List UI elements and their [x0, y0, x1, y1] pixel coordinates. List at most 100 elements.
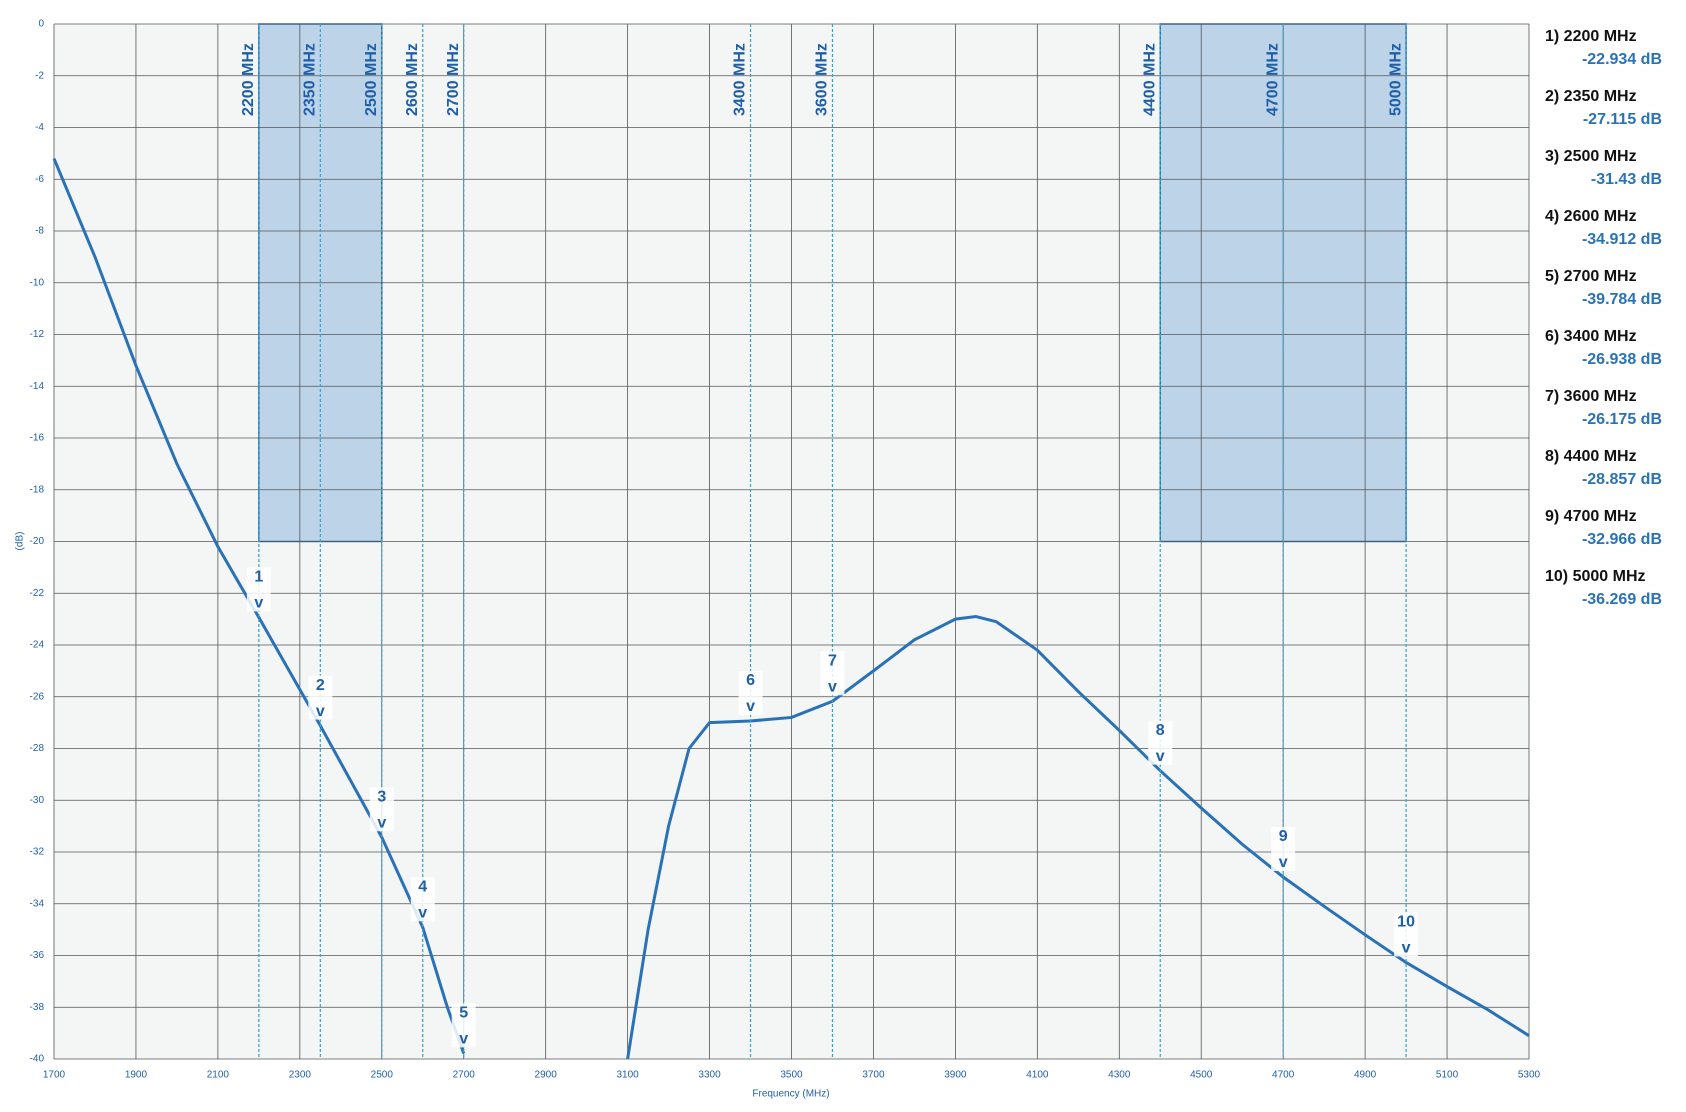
- y-tick-label: -18: [30, 484, 45, 495]
- y-tick-label: -22: [30, 588, 45, 599]
- marker-number: 3: [377, 788, 386, 805]
- x-axis-title: Frequency (MHz): [752, 1089, 829, 1100]
- marker-freq: 2200 MHz: [240, 43, 257, 116]
- y-tick-label: -20: [30, 536, 45, 547]
- marker-bg: [1271, 826, 1296, 871]
- marker-point: v: [1279, 854, 1288, 871]
- y-tick-label: -10: [30, 277, 45, 288]
- legend-entry: 3) 2500 MHz: [1545, 148, 1637, 165]
- marker-bg: [738, 671, 763, 716]
- marker-bg: [308, 675, 333, 720]
- y-tick-label: -24: [30, 640, 45, 651]
- marker-freq: 3600 MHz: [814, 43, 831, 116]
- marker-number: 4: [418, 879, 427, 896]
- marker-point: v: [254, 595, 263, 612]
- y-tick-label: -12: [30, 329, 45, 340]
- legend-value: -28.857 dB: [1582, 471, 1662, 488]
- x-tick-label: 2700: [453, 1070, 476, 1081]
- x-tick-label: 3100: [616, 1070, 639, 1081]
- legend-entry: 7) 3600 MHz: [1545, 388, 1637, 405]
- x-tick-label: 2500: [371, 1070, 394, 1081]
- y-tick-label: -16: [30, 433, 45, 444]
- marker-number: 7: [828, 652, 837, 669]
- marker-point: v: [746, 698, 755, 715]
- x-tick-label: 2900: [535, 1070, 558, 1081]
- legend-value: -26.938 dB: [1582, 351, 1662, 368]
- y-tick-label: -4: [35, 122, 44, 133]
- legend-entry: 2) 2350 MHz: [1545, 88, 1637, 105]
- marker-freq: 2700 MHz: [445, 43, 462, 116]
- marker-number: 10: [1397, 914, 1415, 931]
- marker-freq: 5000 MHz: [1387, 43, 1404, 116]
- marker-freq: 2350 MHz: [302, 43, 319, 116]
- marker-point: v: [1402, 940, 1411, 957]
- legend-value: -26.175 dB: [1582, 411, 1662, 428]
- marker-number: 2: [316, 677, 325, 694]
- x-tick-label: 4300: [1108, 1070, 1131, 1081]
- x-tick-label: 4900: [1354, 1070, 1377, 1081]
- y-tick-label: -8: [35, 226, 44, 237]
- legend-value: -39.784 dB: [1582, 291, 1662, 308]
- marker-bg: [1148, 720, 1173, 765]
- curve: [52, 157, 1530, 1060]
- marker-freq: 4700 MHz: [1264, 43, 1281, 116]
- marker-bg: [451, 1003, 476, 1048]
- legend-entry: 1) 2200 MHz: [1545, 28, 1637, 45]
- legend-entry: 10) 5000 MHz: [1545, 568, 1646, 585]
- x-tick-label: 1900: [125, 1070, 148, 1081]
- marker-number: 8: [1156, 722, 1165, 739]
- marker-point: v: [828, 678, 837, 695]
- x-tick-label: 3700: [862, 1070, 885, 1081]
- marker-number: 9: [1279, 828, 1288, 845]
- marker-point: v: [1156, 748, 1165, 765]
- x-tick-label: 4100: [1026, 1070, 1049, 1081]
- y-tick-label: -40: [30, 1054, 45, 1065]
- legend-entry: 6) 3400 MHz: [1545, 328, 1637, 345]
- marker-bg: [410, 877, 435, 922]
- marker-freq: 4400 MHz: [1141, 43, 1158, 116]
- x-tick-label: 3300: [698, 1070, 721, 1081]
- legend-value: -27.115 dB: [1583, 111, 1662, 128]
- marker-freq: 2500 MHz: [363, 43, 380, 116]
- legend-entry: 5) 2700 MHz: [1545, 268, 1637, 285]
- y-tick-label: -6: [35, 174, 44, 185]
- legend-value: -34.912 dB: [1582, 231, 1662, 248]
- marker-point: v: [316, 703, 325, 720]
- marker-point: v: [459, 1031, 468, 1048]
- y-tick-label: -34: [30, 898, 45, 909]
- legend-entry: 8) 4400 MHz: [1545, 448, 1637, 465]
- y-tick-label: -30: [30, 795, 45, 806]
- x-tick-label: 1700: [43, 1070, 66, 1081]
- y-tick-label: -26: [30, 691, 45, 702]
- y-axis-title: (dB): [15, 532, 26, 551]
- y-tick-label: -2: [35, 70, 44, 81]
- y-tick-label: -32: [30, 847, 45, 858]
- marker-freq: 2600 MHz: [404, 43, 421, 116]
- marker-freq: 3400 MHz: [732, 43, 749, 116]
- y-tick-label: -28: [30, 743, 45, 754]
- x-tick-label: 4700: [1272, 1070, 1295, 1081]
- legend-value: -31.43 dB: [1591, 171, 1662, 188]
- legend-value: -22.934 dB: [1582, 51, 1662, 68]
- x-tick-label: 3500: [780, 1070, 803, 1081]
- x-tick-label: 3900: [944, 1070, 967, 1081]
- legend-value: -32.966 dB: [1582, 531, 1662, 548]
- y-tick-label: -14: [30, 381, 45, 392]
- marker-number: 5: [459, 1005, 468, 1022]
- y-tick-label: -36: [30, 950, 45, 961]
- legend-value: -36.269 dB: [1582, 591, 1662, 608]
- y-tick-label: 0: [38, 19, 44, 30]
- x-tick-label: 2100: [207, 1070, 230, 1081]
- marker-number: 1: [254, 569, 263, 586]
- marker-bg: [246, 567, 271, 612]
- marker-bg: [1394, 912, 1419, 957]
- marker-point: v: [377, 814, 386, 831]
- marker-number: 6: [746, 672, 755, 689]
- legend-entry: 4) 2600 MHz: [1545, 208, 1637, 225]
- x-tick-label: 5300: [1518, 1070, 1541, 1081]
- y-tick-label: -38: [30, 1002, 45, 1013]
- x-tick-label: 4500: [1190, 1070, 1213, 1081]
- legend-entry: 9) 4700 MHz: [1545, 508, 1637, 525]
- marker-bg: [820, 651, 845, 696]
